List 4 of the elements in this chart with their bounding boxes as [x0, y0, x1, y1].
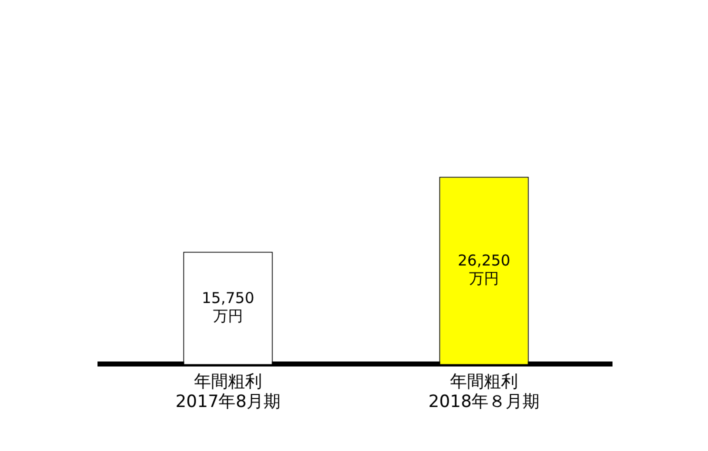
x-tick-label: 年間粗利 2017年8月期	[175, 372, 281, 412]
data-label: 26,250 万円	[458, 251, 510, 288]
x-tick-label: 年間粗利 2018年８月期	[428, 372, 540, 412]
data-label: 15,750 万円	[202, 288, 254, 325]
